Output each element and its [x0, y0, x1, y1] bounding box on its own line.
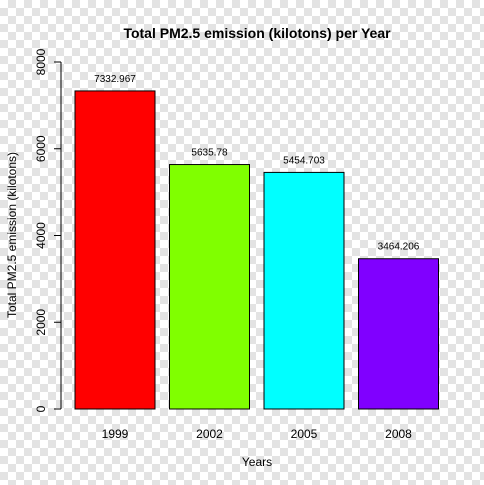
bar: [74, 90, 156, 410]
y-tick-label: 2000: [34, 309, 48, 336]
bar: [263, 171, 345, 410]
bars-group: [74, 90, 439, 410]
y-tick-label: 8000: [34, 48, 48, 75]
chart-title: Total PM2.5 emission (kilotons) per Year: [123, 25, 391, 41]
y-axis: 0 2000 4000 6000 8000: [34, 48, 62, 412]
y-axis-label: Total PM2.5 emission (kilotons): [5, 152, 19, 318]
y-tick-label: 6000: [34, 135, 48, 162]
bar: [358, 258, 439, 410]
x-tick-labels-group: 1999 2002 2005 2008: [102, 427, 413, 441]
y-tick-label: 4000: [34, 222, 48, 249]
x-axis-label: Years: [242, 455, 272, 469]
data-labels-group: 7332.967 5635.78 5454.703 3464.206: [94, 74, 420, 253]
x-tick-label: 2005: [291, 427, 318, 441]
bar: [169, 164, 250, 410]
x-tick-label: 1999: [102, 427, 129, 441]
x-tick-label: 2008: [385, 427, 412, 441]
bar-value-label: 3464.206: [378, 242, 420, 253]
bar-value-label: 5454.703: [283, 155, 325, 166]
y-tick-label: 0: [34, 405, 48, 412]
bar-value-label: 7332.967: [94, 74, 136, 85]
bar-value-label: 5635.78: [191, 148, 228, 159]
x-tick-label: 2002: [196, 427, 223, 441]
